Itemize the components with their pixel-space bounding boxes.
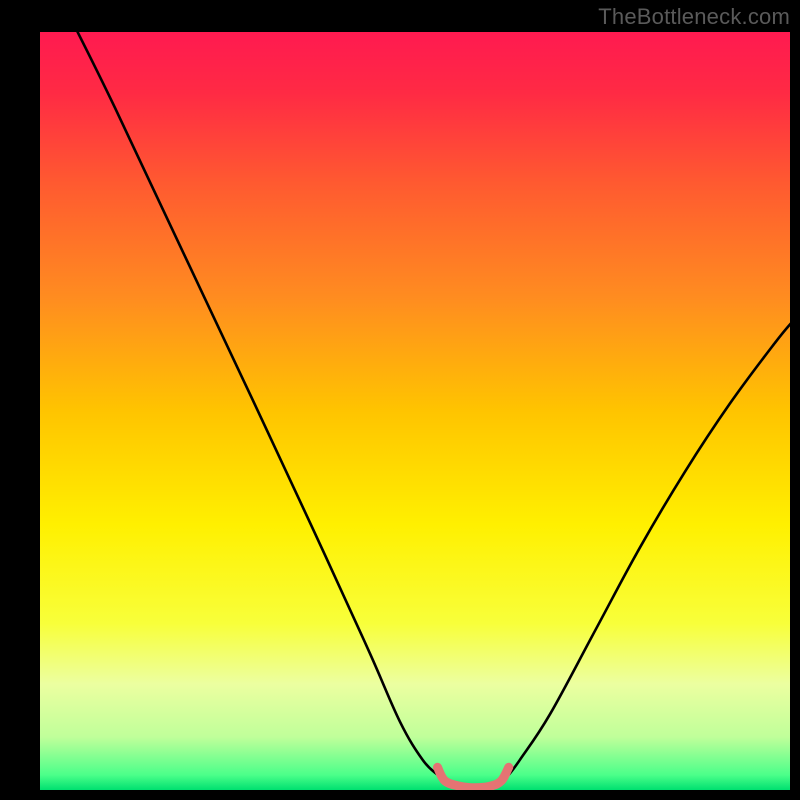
- frame-border-bottom: [0, 790, 800, 800]
- frame-border-left: [0, 0, 40, 800]
- frame-border-right: [790, 0, 800, 800]
- chart-background-gradient: [40, 32, 790, 790]
- watermark-text: TheBottleneck.com: [598, 4, 790, 30]
- bottleneck-curve-chart: [0, 0, 800, 800]
